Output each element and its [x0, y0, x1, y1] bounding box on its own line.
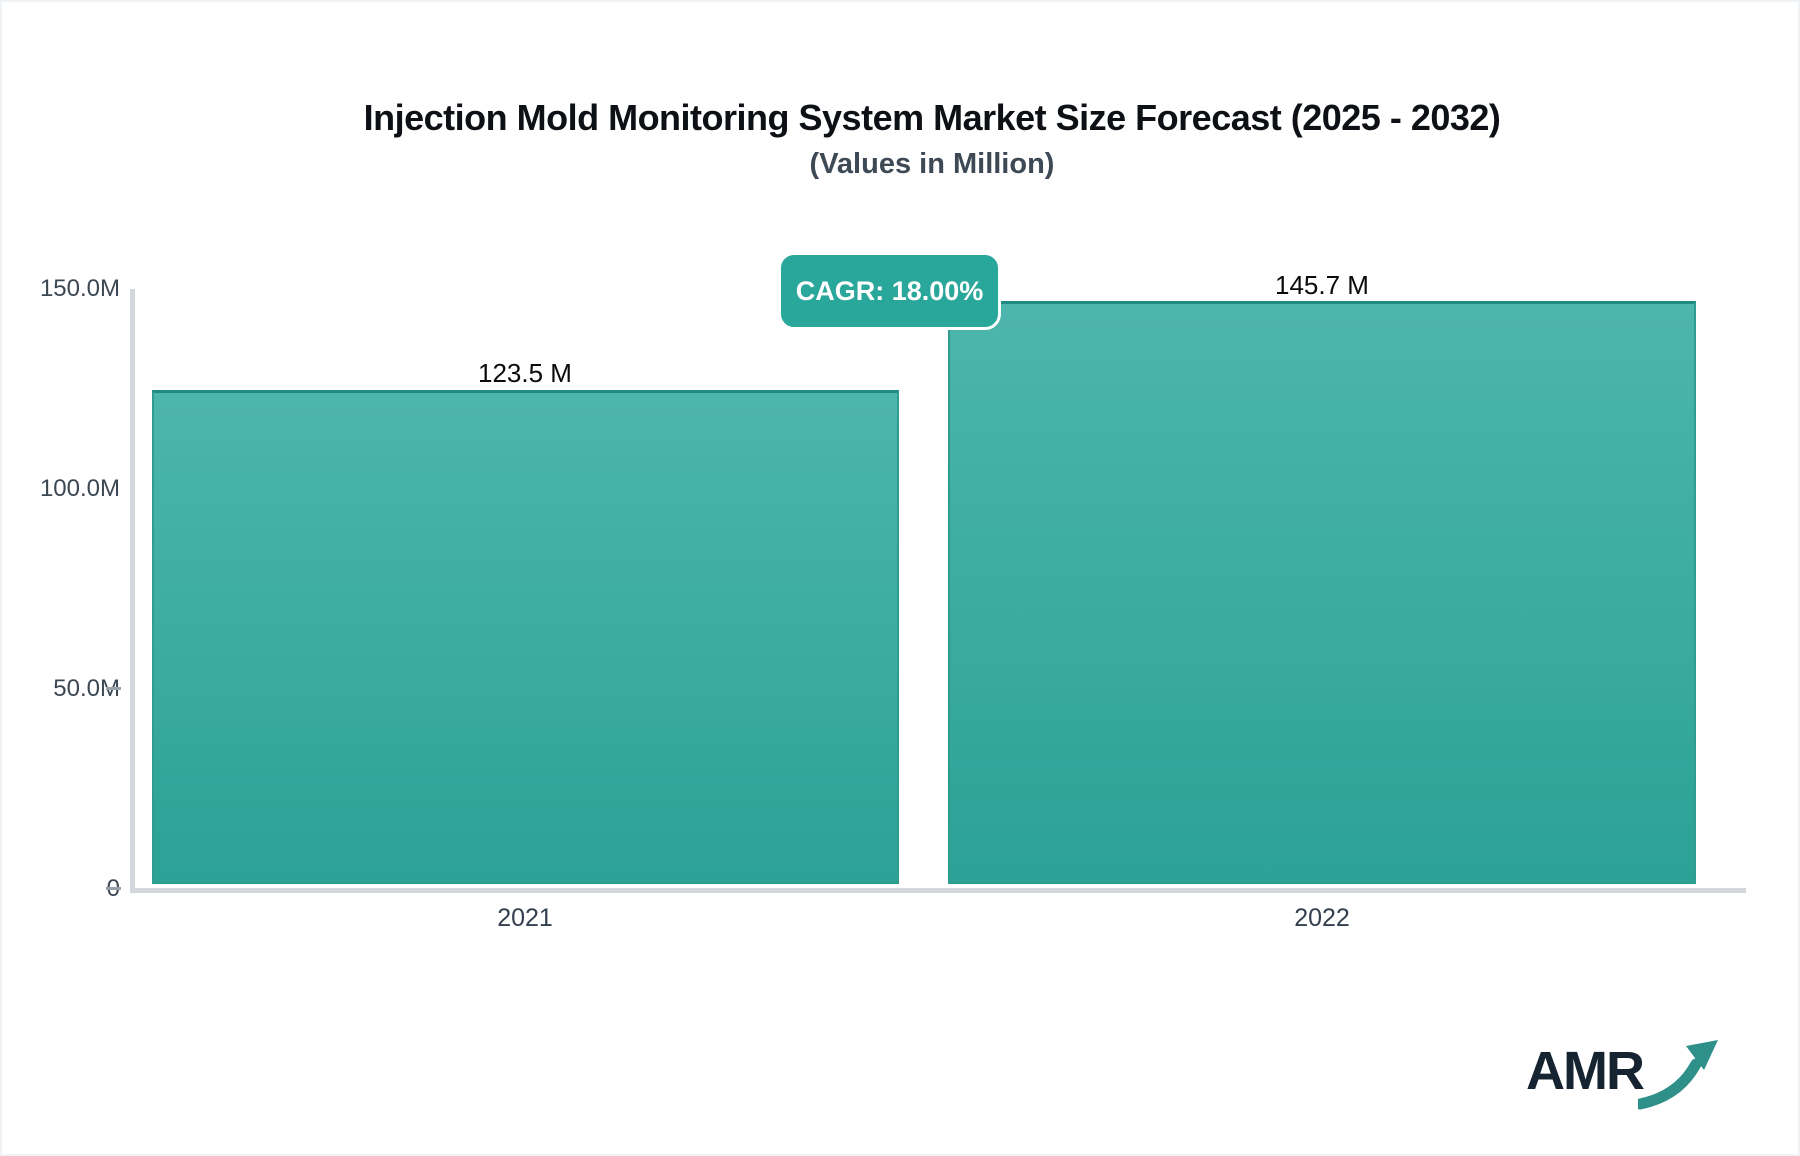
cagr-badge-label: CAGR: 18.00% — [795, 275, 984, 306]
y-tick-label-0: 0 — [2, 876, 120, 902]
value-label-2022: 145.7 M — [1275, 270, 1369, 300]
y-tick-mark-50m — [106, 687, 121, 690]
amr-logo: AMR — [1526, 1034, 1736, 1110]
y-tick-label-100m: 100.0M — [39, 475, 120, 502]
y-tick-label-50m: 50.0M — [53, 675, 120, 702]
x-axis-line — [130, 888, 1746, 893]
y-tick-mark-0 — [106, 887, 121, 890]
bar-2021[interactable] — [152, 390, 899, 884]
x-axis-label-2022: 2022 — [1294, 904, 1350, 932]
chart-subtitle: (Values in Million) — [809, 148, 1055, 180]
value-label-2021: 123.5 M — [478, 358, 572, 388]
x-axis-label-2021: 2021 — [497, 904, 553, 932]
chart-title: Injection Mold Monitoring System Market … — [363, 97, 1501, 138]
cagr-badge: CAGR: 18.00% — [778, 252, 1001, 330]
growth-arrow-icon — [1638, 1040, 1718, 1110]
amr-logo-text: AMR — [1526, 1041, 1645, 1101]
y-axis-line — [130, 289, 135, 893]
y-tick-label-150m: 150.0M — [39, 275, 120, 302]
bar-2022[interactable] — [948, 301, 1696, 884]
